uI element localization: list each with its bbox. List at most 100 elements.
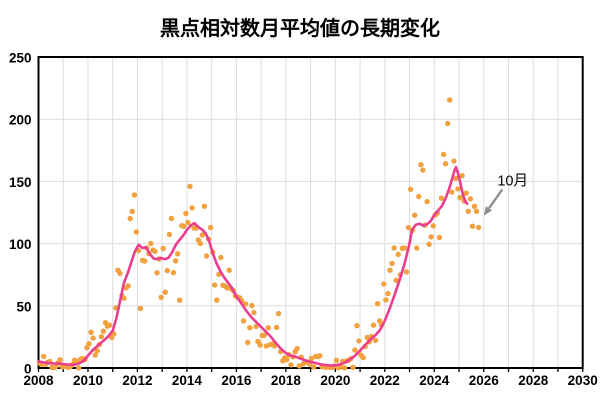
- data-point: [395, 251, 401, 257]
- data-point: [426, 241, 432, 247]
- data-point: [296, 363, 302, 369]
- x-tick-label: 2030: [568, 373, 598, 388]
- annotation-arrow-shaft: [487, 188, 504, 209]
- data-point: [469, 223, 476, 229]
- data-point: [445, 120, 451, 127]
- data-point: [251, 309, 257, 316]
- data-point: [453, 175, 459, 181]
- data-point: [401, 245, 408, 251]
- data-point: [187, 183, 193, 189]
- data-point: [214, 297, 220, 303]
- data-point: [199, 232, 206, 238]
- data-point: [447, 97, 453, 103]
- data-point: [385, 290, 391, 297]
- data-point: [98, 334, 105, 340]
- data-point: [383, 297, 389, 303]
- data-point: [465, 208, 471, 214]
- data-point: [88, 329, 94, 335]
- data-point: [41, 353, 47, 360]
- data-point: [257, 342, 263, 348]
- data-point: [356, 338, 362, 344]
- data-point: [403, 269, 410, 275]
- data-point: [170, 269, 177, 276]
- y-tick-label: 150: [9, 175, 32, 190]
- data-point: [253, 323, 259, 330]
- data-point: [212, 282, 218, 288]
- x-tick-label: 2008: [23, 373, 54, 388]
- data-point: [449, 189, 455, 195]
- data-point: [275, 310, 282, 317]
- data-point: [92, 352, 98, 358]
- data-point: [467, 196, 474, 202]
- data-point: [247, 325, 253, 331]
- data-point: [142, 258, 148, 264]
- data-point: [162, 289, 168, 295]
- data-point: [226, 267, 232, 273]
- data-point: [185, 219, 191, 226]
- data-point: [127, 215, 133, 222]
- data-point: [473, 208, 480, 214]
- x-tick-label: 2016: [221, 373, 252, 388]
- data-point: [174, 251, 181, 257]
- data-point: [407, 186, 414, 193]
- data-point: [442, 161, 449, 167]
- data-point: [370, 322, 377, 328]
- data-point: [377, 318, 383, 324]
- data-point: [457, 194, 463, 201]
- chart-title: 黒点相対数月平均値の長期変化: [160, 18, 440, 40]
- data-point: [294, 345, 300, 352]
- data-point: [451, 158, 457, 164]
- data-point: [177, 297, 183, 303]
- data-point: [341, 365, 348, 371]
- data-point: [418, 162, 424, 168]
- data-point: [475, 224, 482, 231]
- data-point: [387, 267, 393, 273]
- data-point: [125, 283, 131, 289]
- data-point: [263, 343, 269, 349]
- data-point: [459, 173, 465, 179]
- x-tick-label: 2010: [73, 373, 103, 388]
- data-point: [333, 357, 340, 363]
- data-point: [245, 339, 251, 346]
- data-point: [405, 224, 412, 231]
- x-tick-label: 2022: [370, 373, 400, 388]
- data-point: [428, 234, 434, 240]
- data-point: [412, 212, 418, 218]
- data-point: [168, 215, 175, 222]
- y-tick-label: 250: [9, 51, 32, 66]
- data-point: [189, 205, 195, 211]
- x-tick-label: 2026: [469, 373, 500, 388]
- data-point: [152, 248, 158, 255]
- data-point: [416, 193, 422, 200]
- data-point: [420, 167, 426, 173]
- smoothed-line: [37, 165, 469, 367]
- data-point: [471, 203, 478, 209]
- data-point: [94, 348, 100, 354]
- y-tick-label: 50: [16, 299, 31, 314]
- x-tick-label: 2012: [122, 373, 152, 388]
- data-point: [249, 302, 255, 309]
- data-point: [240, 318, 247, 324]
- data-point: [57, 357, 63, 363]
- data-point: [160, 245, 166, 252]
- data-point: [317, 353, 323, 359]
- data-point: [154, 270, 160, 276]
- y-tick-label: 100: [9, 237, 32, 252]
- data-point: [117, 270, 123, 276]
- data-point: [243, 301, 249, 307]
- data-point: [350, 364, 356, 370]
- x-tick-label: 2018: [271, 373, 302, 388]
- data-point: [164, 267, 170, 274]
- data-point: [201, 203, 208, 209]
- data-point: [183, 210, 189, 217]
- data-point: [463, 190, 469, 196]
- x-tick-label: 2014: [172, 373, 203, 388]
- data-point: [137, 305, 144, 312]
- data-point: [121, 295, 127, 301]
- data-point: [207, 224, 214, 231]
- data-point: [90, 335, 96, 341]
- annotation-label: 10月: [497, 173, 528, 189]
- data-point: [372, 337, 379, 344]
